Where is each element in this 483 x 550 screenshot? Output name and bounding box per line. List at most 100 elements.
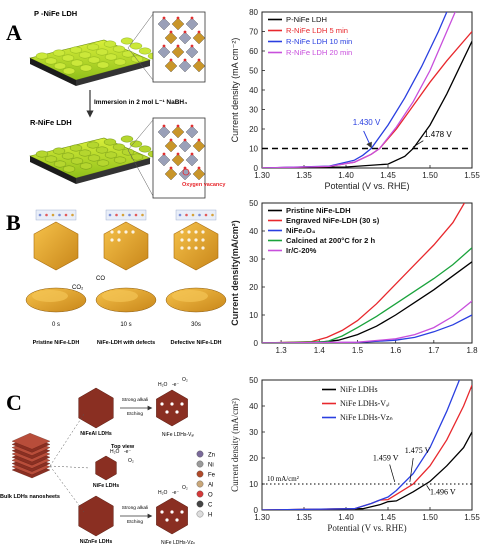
nanosheet-bump <box>35 52 49 60</box>
y-tick-label: 10 <box>249 145 258 154</box>
series-line-1 <box>262 431 472 510</box>
nanosheet-bump <box>44 57 58 65</box>
co-label: CO <box>96 276 105 282</box>
x-tick-label: 1.35 <box>296 513 312 522</box>
nanosheet-bump <box>52 49 66 57</box>
bulk-label: Bulk LDHs nanosheets <box>0 494 60 500</box>
time-0s: 0 s <box>52 322 60 328</box>
p-nife-label: P -NiFe LDH <box>34 9 77 18</box>
nanosheet-bump <box>69 46 83 54</box>
defect-dot <box>180 230 184 234</box>
defect-dot <box>117 230 121 234</box>
legend-label: P-NiFe LDH <box>286 15 327 24</box>
ldh-hexagon-icon <box>103 221 149 271</box>
y-tick-label: 10 <box>249 480 258 489</box>
chart-legend: P-NiFe LDH R-NiFe LDH 5 min R-NiFe LDH 10 … <box>268 15 352 57</box>
annotation-potential: 1.475 V <box>405 446 431 455</box>
nanosheet-bump <box>52 147 66 155</box>
oxygen-atom <box>169 58 173 62</box>
oxygen-atom <box>190 16 194 20</box>
x-tick-label: 1.7 <box>428 346 440 355</box>
element-label: Ni <box>208 463 214 469</box>
etched-hexagon-node <box>156 389 188 427</box>
lattice-atom <box>108 213 112 217</box>
element-label: C <box>208 503 213 509</box>
nanosheet-bump <box>69 144 83 152</box>
legend-label: NiFe LDHs <box>340 385 378 394</box>
chart-1: 1.30 1.35 1.40 1.45 1.50 1.55 0 10 20 30 40 50 60 70 8… <box>230 8 480 191</box>
panel-b-schematic: B CO CO₂ 0 s 10 s 30s Pristine NiFe-LDH … <box>6 209 227 346</box>
oxygen-atom <box>183 58 187 62</box>
y-tick-label: 50 <box>249 67 258 76</box>
vacancy-dot <box>170 510 174 514</box>
y-tick-label: 0 <box>254 164 259 173</box>
y-tick-label: 30 <box>249 255 258 264</box>
nanosheet-bump <box>79 64 93 72</box>
y-tick-label: 0 <box>254 339 259 348</box>
octahedron-unit <box>164 59 178 73</box>
defect-dot <box>194 230 198 234</box>
x-tick-label: 1.45 <box>380 171 396 180</box>
lattice-strip-icon <box>35 209 77 221</box>
oxygen-atom <box>190 44 194 48</box>
ldh-node-label: NiZnFe LDHs <box>80 539 113 545</box>
oxygen-atom <box>162 44 166 48</box>
oxygen-gas-label: O₂ <box>128 458 134 464</box>
lattice-strip-icon <box>105 209 147 221</box>
oxygen-atom <box>197 30 201 34</box>
octahedron-unit <box>192 31 206 45</box>
legend-label: Calcined at 200°C for 2 h <box>286 236 375 245</box>
ldh-node-label: NiFeAl LDHs <box>80 431 112 437</box>
element-label: Zn <box>208 453 215 459</box>
nanosheet-bump <box>112 143 126 151</box>
oxygen-atom <box>190 152 194 156</box>
y-tick-label: 20 <box>249 125 258 134</box>
element-swatch <box>196 480 204 488</box>
defect-dot <box>201 238 205 242</box>
y-tick-label: 40 <box>249 227 258 236</box>
panel-letter-c: C <box>6 390 22 415</box>
element-label: O <box>208 493 213 499</box>
lattice-atom <box>191 213 195 217</box>
defect-dot <box>194 238 198 242</box>
lattice-atom <box>38 213 42 217</box>
oxygen-atom <box>183 138 187 142</box>
lattice-atom <box>185 213 188 217</box>
element-swatch <box>196 470 204 478</box>
annotation-1478v: 1.478 V <box>424 130 452 139</box>
etch-label: Strong alkali <box>122 505 148 511</box>
bulk-nanosheet-stack-icon <box>11 433 51 479</box>
y-tick-label: 80 <box>249 8 258 17</box>
x-tick-label: 1.50 <box>422 171 438 180</box>
series-line-2 <box>262 203 465 343</box>
y-axis-label: Current density (mA/cm²) <box>230 398 240 492</box>
ldh-hexagon-node <box>78 495 114 537</box>
caption-defects: NiFe-LDH with defects <box>97 340 155 346</box>
legend-label: R-NiFe LDH 20 min <box>286 48 352 57</box>
element-swatch <box>196 490 204 498</box>
legend-label: R-NiFe LDH 5 min <box>286 26 348 35</box>
oxygen-atom <box>169 166 173 170</box>
electron-label: -e⁻ <box>124 449 131 455</box>
y-tick-label: 20 <box>249 454 258 463</box>
nanosheet-bump <box>61 54 75 62</box>
nanosheet-layer <box>11 433 51 450</box>
nanosheet-bump <box>96 159 110 167</box>
ldh-hexagon-node <box>78 387 114 429</box>
x-tick-label: 1.5 <box>352 346 364 355</box>
legend-label: Ir/C-20% <box>286 246 317 255</box>
nanosheet-bump <box>103 138 117 146</box>
aggregate-highlight <box>102 290 138 302</box>
nanosheet-bump <box>95 146 109 154</box>
nanosheet-bump <box>53 160 67 168</box>
lattice-atom <box>211 213 214 217</box>
lattice-atom <box>178 213 182 217</box>
nanosheet-bump <box>121 148 135 156</box>
oxygen-atom <box>176 124 180 128</box>
defect-dot <box>201 230 205 234</box>
legend-label: NiFe₂O₄ <box>286 226 316 235</box>
element-label: Al <box>208 483 213 489</box>
octahedron-unit <box>178 59 192 73</box>
nanosheet-bump <box>86 141 100 149</box>
octahedron-unit <box>171 17 185 31</box>
